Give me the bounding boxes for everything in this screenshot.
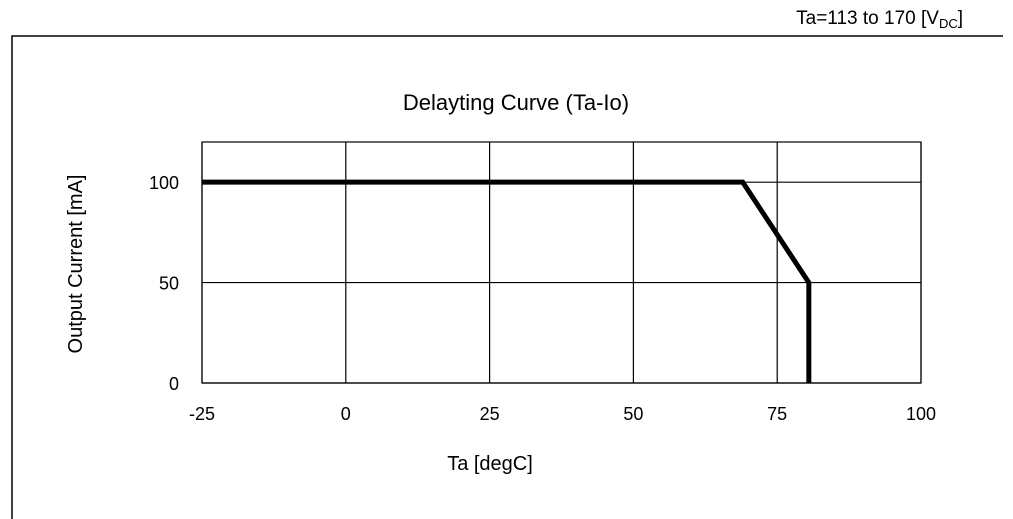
x-tick-label: 0 [341,404,351,424]
x-axis-label: Ta [degC] [447,453,533,475]
y-tick-label: 50 [159,274,179,294]
x-tick-label: 100 [906,404,936,424]
condition-subscript: DC [938,16,958,31]
y-tick-label: 100 [149,173,179,193]
x-tick-label: 50 [623,404,643,424]
condition-suffix: ] [957,8,963,29]
y-tick-label: 0 [169,374,179,394]
series-group [201,179,812,384]
plot-area-border [201,141,922,384]
series-line [202,179,812,383]
outer-frame [11,35,1003,519]
x-tick-label: -25 [189,404,215,424]
x-tick-label: 75 [767,404,787,424]
chart-title: Delayting Curve (Ta-Io) [403,90,629,115]
y-axis-label: Output Current [mA] [65,175,87,354]
tick-labels: -25 0 25 50 75 100 0 50 100 [149,173,936,424]
grid [201,141,922,384]
condition-prefix: Ta=113 to 170 [V [796,8,939,29]
x-tick-label: 25 [480,404,500,424]
condition-label: Ta=113 to 170 [VDC] [796,8,963,31]
